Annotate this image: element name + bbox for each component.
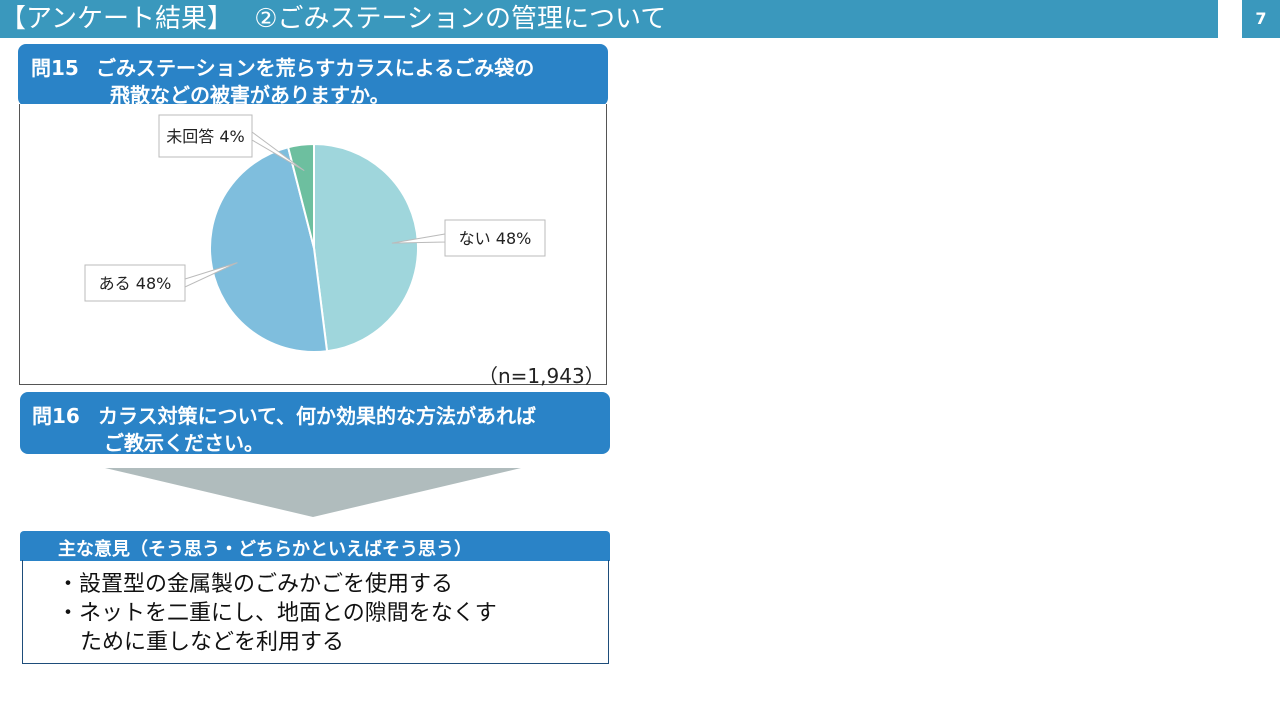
opinions-heading: 主な意見（そう思う・どちらかといえばそう思う） bbox=[58, 539, 472, 560]
question-15-text-line2: 飛散などの被害がありますか。 bbox=[110, 83, 390, 107]
pie-slice-2 bbox=[286, 142, 315, 249]
pie-chart: ない 48% ある 48% 未回答 4% bbox=[84, 114, 546, 353]
question-16-box: 問16 カラス対策について、何か効果的な方法があれば ご教示ください。 bbox=[20, 392, 610, 455]
sample-size-label: （n=1,943） bbox=[478, 364, 605, 388]
question-15-box: 問15 ごみステーションを荒らすカラスによるごみ袋の 飛散などの被害がありますか… bbox=[18, 44, 608, 107]
page-number: 7 bbox=[1255, 9, 1267, 28]
question-16-text-line1: カラス対策について、何か効果的な方法があれば bbox=[98, 404, 536, 428]
pie-chart-frame: ない 48% ある 48% 未回答 4% （n=1,943） bbox=[19, 104, 607, 388]
data-label-1: ある 48% bbox=[99, 274, 172, 293]
opinion-item-2-continued: ために重しなどを利用する bbox=[80, 630, 345, 655]
opinions-box: ・設置型の金属製のごみかごを使用する ・ネットを二重にし、地面との隙間をなくす … bbox=[22, 560, 609, 664]
question-15-text-line1: ごみステーションを荒らすカラスによるごみ袋の bbox=[96, 56, 535, 80]
page-title: 【アンケート結果】 ②ごみステーションの管理について bbox=[0, 4, 667, 34]
page-number-box: 7 bbox=[1242, 0, 1280, 38]
data-label-0: ない 48% bbox=[459, 229, 532, 248]
opinion-item-2: ・ネットを二重にし、地面との隙間をなくす bbox=[57, 601, 497, 626]
header-bar: 【アンケート結果】 ②ごみステーションの管理について bbox=[0, 0, 1218, 38]
data-label-2: 未回答 4% bbox=[166, 127, 244, 146]
question-16-text-line2: ご教示ください。 bbox=[104, 431, 264, 455]
opinions-heading-bar: 主な意見（そう思う・どちらかといえばそう思う） bbox=[20, 531, 610, 561]
pie-slice-0 bbox=[313, 142, 419, 353]
down-arrow-shape bbox=[105, 468, 521, 517]
data-label-box-0 bbox=[444, 219, 546, 257]
question-16-label: 問16 bbox=[32, 404, 80, 428]
question-15-label: 問15 bbox=[31, 56, 79, 80]
opinion-item-1: ・設置型の金属製のごみかごを使用する bbox=[57, 572, 454, 597]
data-label-box-1 bbox=[84, 264, 186, 302]
data-label-box-2 bbox=[158, 114, 253, 158]
pie-slice-1 bbox=[209, 146, 329, 353]
